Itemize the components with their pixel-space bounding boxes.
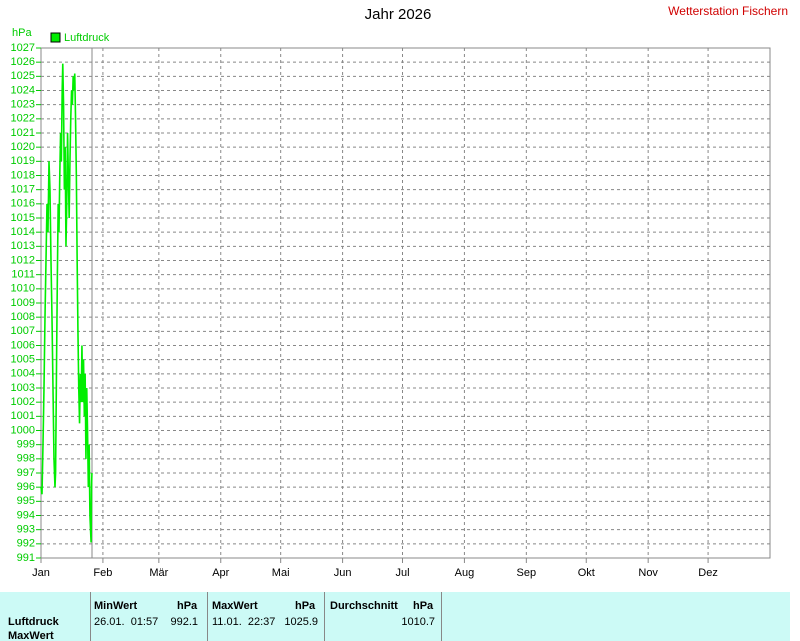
value: 1010.7	[401, 616, 435, 628]
y-tick-label: 999	[17, 439, 35, 451]
y-tick-label: 1004	[11, 368, 35, 380]
y-tick-label: 1003	[11, 382, 35, 394]
y-tick-label: 995	[17, 495, 35, 507]
y-tick-label: 993	[17, 524, 35, 536]
y-tick-label: 1008	[11, 311, 35, 323]
series-line	[40, 63, 93, 543]
row-label: Luftdruck	[8, 616, 59, 628]
row-label: MaxWert	[8, 630, 54, 641]
y-tick-label: 1006	[11, 339, 35, 351]
y-tick-label: 1009	[11, 297, 35, 309]
y-tick-label: 1013	[11, 240, 35, 252]
y-tick-label: 1016	[11, 198, 35, 210]
stats-table: Luftdruck MaxWert MinWert hPa 26.01. 01:…	[0, 592, 790, 641]
value: 992.1	[170, 616, 198, 628]
y-axis-label: hPa	[12, 27, 32, 39]
y-tick-label: 1005	[11, 354, 35, 366]
y-tick-label: 1011	[11, 269, 35, 281]
y-tick-label: 1019	[11, 155, 35, 167]
x-tick-label: Apr	[212, 567, 229, 579]
y-tick-label: 1001	[11, 410, 35, 422]
y-tick-label: 1017	[11, 184, 35, 196]
col-header: Durchschnitt	[330, 600, 398, 612]
y-tick-label: 992	[17, 538, 35, 550]
y-tick-label: 1021	[11, 127, 35, 139]
x-tick-label: Jun	[334, 567, 352, 579]
col-unit: hPa	[295, 600, 316, 612]
y-tick-label: 998	[17, 453, 35, 465]
y-tick-label: 1023	[11, 99, 35, 111]
separator	[441, 592, 442, 641]
col-header: MinWert	[94, 600, 138, 612]
y-tick-label: 1007	[11, 325, 35, 337]
y-tick-label: 1010	[11, 283, 35, 295]
y-tick-label: 991	[17, 552, 35, 564]
y-tick-label: 996	[17, 481, 35, 493]
x-tick-label: Okt	[578, 567, 595, 579]
y-tick-label: 1000	[11, 424, 35, 436]
x-tick-label: Nov	[638, 567, 658, 579]
chart: Jahr 2026 Wetterstation Fischern hPa Luf…	[11, 4, 788, 579]
x-tick-label: Jan	[32, 567, 50, 579]
x-tick-label: Feb	[93, 567, 112, 579]
y-tick-label: 1022	[11, 113, 35, 125]
y-tick-label: 1026	[11, 56, 35, 68]
y-tick-label: 1024	[11, 84, 35, 96]
y-tick-label: 997	[17, 467, 35, 479]
y-tick-label: 1018	[11, 169, 35, 181]
value: 1025.9	[284, 616, 318, 628]
x-tick-label: Jul	[395, 567, 409, 579]
y-tick-label: 1002	[11, 396, 35, 408]
x-tick-label: Dez	[698, 567, 718, 579]
x-tick-label: Sep	[517, 567, 537, 579]
separator	[90, 592, 91, 641]
separator	[207, 592, 208, 641]
x-tick-label: Aug	[455, 567, 475, 579]
col-unit: hPa	[177, 600, 198, 612]
time: 26.01. 01:57	[94, 616, 159, 628]
legend-swatch	[50, 32, 61, 43]
y-tick-label: 1025	[11, 70, 35, 82]
col-header: MaxWert	[212, 600, 258, 612]
y-tick-label: 1020	[11, 141, 35, 153]
y-tick-label: 1014	[11, 226, 35, 238]
separator	[324, 592, 325, 641]
time: 11.01. 22:37	[212, 616, 276, 628]
legend-label: Luftdruck	[64, 32, 110, 44]
y-tick-label: 1012	[11, 254, 35, 266]
y-tick-label: 994	[17, 509, 35, 521]
y-tick-label: 1015	[11, 212, 35, 224]
station-name: Wetterstation Fischern	[668, 4, 788, 18]
x-tick-label: Mai	[272, 567, 290, 579]
x-tick-label: Mär	[149, 567, 168, 579]
col-unit: hPa	[413, 600, 434, 612]
y-tick-label: 1027	[11, 42, 35, 54]
chart-title: Jahr 2026	[365, 6, 432, 23]
